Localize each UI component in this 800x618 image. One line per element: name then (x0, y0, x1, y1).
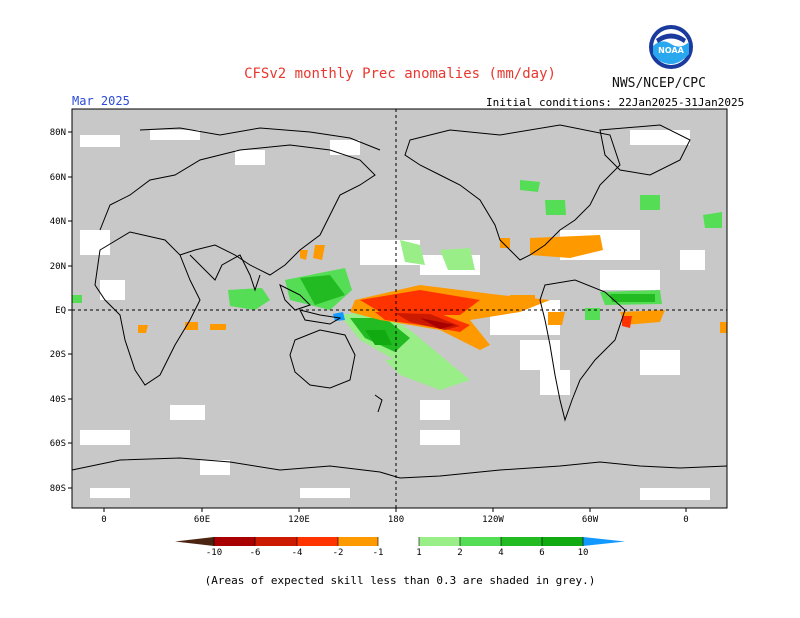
lat-label: 80N (50, 128, 66, 138)
colorbar-swatches (175, 537, 625, 546)
map-frame (71, 108, 728, 509)
colorbar-label: -10 (206, 548, 222, 558)
positive-anomaly-patches (72, 180, 722, 390)
lon-label: 120W (482, 515, 504, 525)
colorbar-label: -4 (292, 548, 303, 558)
lat-label: EQ (55, 306, 66, 316)
negative-anomaly-patches (138, 235, 727, 350)
colorbar-swatch (175, 537, 214, 546)
colorbar-swatch (378, 537, 419, 546)
colorbar-label: 6 (539, 548, 544, 558)
lon-label: 60W (582, 515, 599, 525)
initial-conditions: Initial conditions: 22Jan2025-31Jan2025 (486, 96, 745, 109)
colorbar-label: 4 (498, 548, 503, 558)
lat-label: 60S (50, 439, 66, 449)
colorbar-label: -1 (373, 548, 384, 558)
lat-label: 20S (50, 350, 66, 360)
lon-label: 180 (388, 515, 404, 525)
lat-label: 60N (50, 173, 66, 183)
extreme-positive-patch (333, 312, 345, 321)
colorbar-labels: -10 -6 -4 -2 -1 1 2 4 6 10 (206, 548, 589, 558)
colorbar-swatch (419, 537, 460, 546)
lat-label: 80S (50, 484, 66, 494)
colorbar-label: 10 (578, 548, 589, 558)
lat-label: 40N (50, 217, 66, 227)
noaa-logo: NOAA (649, 25, 693, 69)
colorbar-label: 2 (457, 548, 462, 558)
colorbar-label: -2 (333, 548, 344, 558)
logo-text: NOAA (658, 46, 684, 55)
colorbar-swatch (338, 537, 378, 546)
chart-title: CFSv2 monthly Prec anomalies (mm/day) (244, 66, 556, 82)
lon-label: 0 (683, 515, 688, 525)
coastlines (71, 124, 728, 479)
organization-label: NWS/NCEP/CPC (612, 76, 706, 91)
lat-axis: 80N 60N 40N 20N EQ 20S 40S 60S 80S (50, 128, 72, 494)
lon-axis: 0 60E 120E 180 120W 60W 0 (101, 508, 689, 525)
lat-label: 20N (50, 262, 66, 272)
lon-label: 120E (288, 515, 310, 525)
colorbar-swatch (214, 537, 255, 546)
colorbar-label: -6 (250, 548, 261, 558)
colorbar-swatch (542, 537, 583, 546)
colorbar-swatch (583, 537, 625, 546)
colorbar-label: 1 (416, 548, 421, 558)
colorbar-swatch (501, 537, 542, 546)
lon-label: 60E (194, 515, 210, 525)
lat-label: 40S (50, 395, 66, 405)
forecast-month: Mar 2025 (72, 94, 130, 108)
colorbar-swatch (460, 537, 501, 546)
colorbar-swatch (255, 537, 297, 546)
lon-label: 0 (101, 515, 106, 525)
colorbar-swatch (297, 537, 338, 546)
skill-footnote: (Areas of expected skill less than 0.3 a… (204, 574, 596, 587)
